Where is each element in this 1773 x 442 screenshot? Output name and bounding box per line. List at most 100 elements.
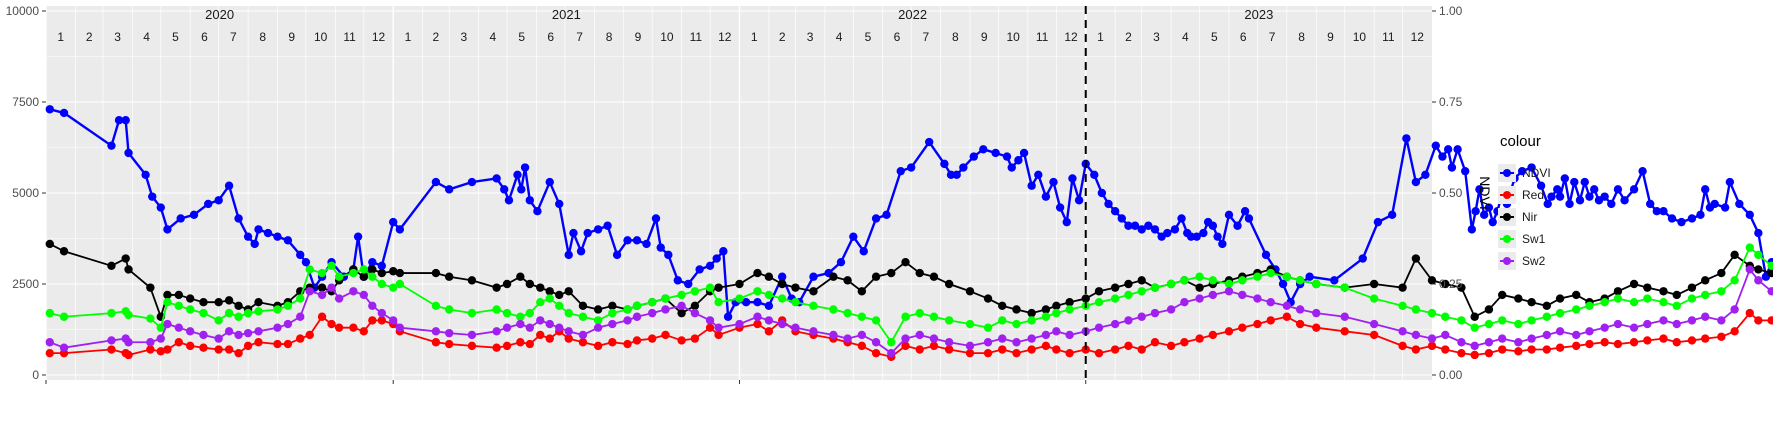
data-point-sw1 — [163, 298, 172, 307]
data-point-red — [1124, 341, 1133, 351]
data-point-ndvi — [969, 152, 978, 161]
data-point-nir — [214, 298, 223, 307]
data-point-red — [492, 343, 501, 352]
data-point-red — [1150, 338, 1160, 347]
data-point-nir — [545, 287, 554, 296]
data-point-red — [1717, 332, 1726, 341]
data-point-ndvi — [1543, 199, 1552, 209]
data-point-nir — [1012, 305, 1021, 314]
data-point-ndvi — [1218, 239, 1227, 249]
data-point-sw1 — [334, 272, 344, 281]
data-point-sw2 — [1555, 327, 1565, 336]
data-point-sw2 — [623, 316, 632, 325]
month-label: 2 — [779, 30, 786, 44]
data-point-sw1 — [871, 316, 881, 325]
month-label: 5 — [518, 30, 525, 44]
data-point-ndvi — [603, 221, 612, 230]
data-point-ndvi — [882, 210, 891, 220]
data-point-nir — [1398, 283, 1407, 292]
data-point-sw1 — [156, 323, 165, 332]
data-point-sw2 — [1195, 294, 1204, 303]
data-point-ndvi — [1555, 192, 1565, 201]
data-point-ndvi — [1687, 214, 1697, 223]
data-point-ndvi — [525, 196, 535, 205]
data-point-sw1 — [661, 294, 670, 303]
data-point-nir — [1514, 294, 1523, 303]
data-point-ndvi — [723, 312, 733, 321]
data-point-ndvi — [849, 232, 858, 241]
data-point-sw1 — [735, 294, 744, 303]
data-point-ndvi — [1199, 228, 1208, 238]
data-point-sw2 — [1767, 287, 1773, 296]
data-point-sw2 — [317, 290, 327, 300]
data-point-sw1 — [327, 261, 336, 270]
data-point-red — [254, 338, 263, 347]
legend-label: NDVI — [1522, 166, 1551, 180]
data-point-sw1 — [283, 301, 293, 311]
month-label: 3 — [807, 30, 814, 44]
data-point-sw1 — [1457, 316, 1466, 325]
data-point-red — [1571, 341, 1581, 351]
data-point-nir — [1094, 287, 1104, 296]
data-point-red — [1643, 336, 1652, 345]
data-point-sw2 — [163, 319, 172, 329]
data-point-nir — [224, 296, 234, 305]
data-point-red — [1457, 348, 1466, 358]
data-point-sw2 — [1224, 287, 1234, 296]
data-point-ndvi — [959, 163, 968, 172]
data-point-nir — [1613, 287, 1623, 296]
data-point-sw2 — [124, 338, 133, 347]
data-point-ndvi — [940, 159, 949, 169]
data-point-ndvi — [1124, 221, 1133, 230]
data-point-ndvi — [431, 177, 441, 187]
data-point-sw2 — [377, 308, 387, 318]
data-point-nir — [124, 265, 133, 274]
data-point-sw2 — [1166, 305, 1176, 314]
data-point-ndvi — [1471, 207, 1480, 216]
data-point-sw1 — [368, 272, 377, 281]
data-point-sw2 — [714, 323, 723, 332]
data-point-red — [349, 323, 358, 332]
data-point-ndvi — [504, 196, 514, 205]
data-point-nir — [45, 239, 54, 249]
data-point-ndvi — [1358, 254, 1367, 263]
right-tick-label: 0.75 — [1439, 95, 1463, 109]
data-point-nir — [1457, 283, 1466, 292]
data-point-ndvi — [296, 250, 305, 260]
month-label: 4 — [1182, 30, 1189, 44]
data-point-sw1 — [1672, 301, 1681, 311]
month-label: 1 — [57, 30, 64, 44]
data-point-red — [1585, 339, 1594, 349]
data-point-ndvi — [1330, 276, 1339, 285]
data-point-nir — [809, 287, 818, 296]
month-label: 6 — [894, 30, 901, 44]
month-label: 5 — [865, 30, 872, 44]
data-point-sw2 — [349, 287, 358, 296]
data-point-sw2 — [1613, 319, 1623, 329]
data-point-red — [146, 345, 155, 354]
data-point-nir — [1527, 298, 1536, 307]
data-point-ndvi — [632, 236, 642, 245]
month-label: 11 — [690, 30, 703, 44]
data-point-sw2 — [777, 319, 787, 329]
data-point-nir — [555, 290, 564, 300]
data-point-ndvi — [1278, 279, 1288, 289]
legend-key-point — [1503, 235, 1511, 243]
data-point-sw2 — [1150, 308, 1160, 318]
data-point-ndvi — [1659, 207, 1668, 216]
data-point-sw1 — [1613, 294, 1623, 303]
data-point-red — [1542, 345, 1551, 354]
data-point-red — [368, 316, 377, 325]
data-point-ndvi — [871, 214, 881, 223]
data-point-nir — [1427, 276, 1437, 285]
data-point-ndvi — [1607, 199, 1616, 209]
month-label: 10 — [314, 30, 328, 44]
data-point-sw2 — [243, 328, 253, 338]
data-point-sw2 — [753, 312, 762, 321]
data-point-nir — [857, 287, 867, 296]
data-point-sw2 — [998, 334, 1007, 343]
data-point-sw2 — [305, 287, 314, 296]
data-point-red — [944, 345, 954, 354]
data-point-sw1 — [1224, 279, 1234, 289]
